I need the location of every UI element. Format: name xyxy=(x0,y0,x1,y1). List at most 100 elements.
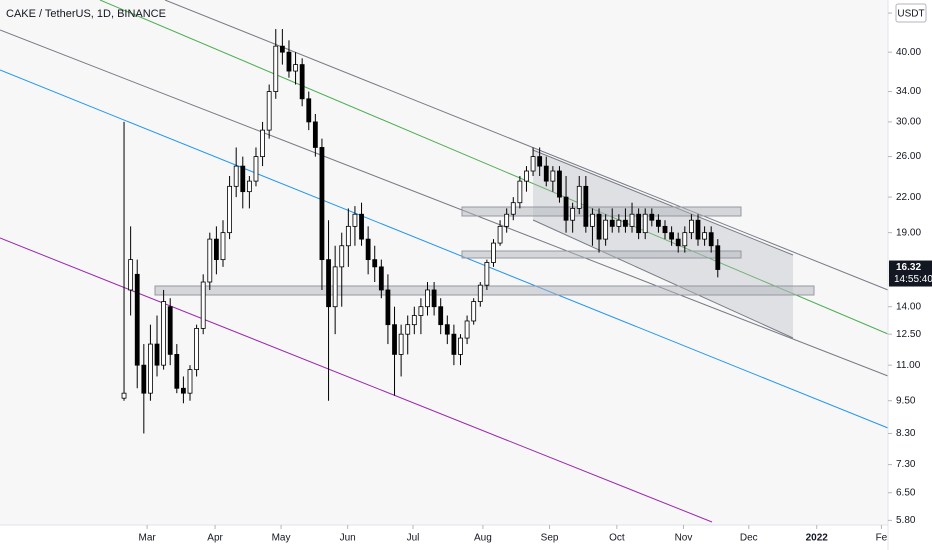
y-tick-label: 12.50 xyxy=(896,329,921,340)
candle-body xyxy=(702,232,707,240)
x-tick-label: Apr xyxy=(207,533,223,544)
candle-body xyxy=(246,180,252,193)
candle-body xyxy=(240,165,246,193)
candle-body xyxy=(273,45,279,92)
candle-body xyxy=(629,213,635,227)
candle-body xyxy=(220,232,226,261)
candle-body xyxy=(451,333,457,355)
candle-body xyxy=(345,225,351,247)
x-tick-label: Fe xyxy=(876,533,888,544)
candle-body xyxy=(174,353,180,389)
candle-body xyxy=(563,196,569,221)
candle-body xyxy=(319,147,325,261)
candle-body xyxy=(154,343,160,366)
y-tick-label: 22.00 xyxy=(896,192,921,203)
x-tick-label: May xyxy=(272,533,291,544)
candle-body xyxy=(444,324,450,335)
candle-body xyxy=(524,170,529,182)
candle-body xyxy=(286,51,292,72)
y-tick-label: 9.50 xyxy=(896,395,916,406)
candle-body xyxy=(418,306,424,316)
candle-body xyxy=(708,232,714,247)
drawings xyxy=(0,0,889,523)
candle-body xyxy=(458,337,463,355)
candle-body xyxy=(642,213,648,234)
candle-body xyxy=(431,289,437,308)
candle-body xyxy=(583,185,589,227)
trend-line xyxy=(0,69,889,429)
y-tick-label: 7.30 xyxy=(896,459,916,470)
x-tick-label: Jun xyxy=(340,533,356,544)
candles xyxy=(121,29,721,434)
candle-body xyxy=(543,165,549,182)
trend-line xyxy=(0,237,713,523)
candle-body xyxy=(695,219,701,240)
candle-body xyxy=(121,392,127,399)
candle-body xyxy=(491,242,496,263)
candle-body xyxy=(365,238,371,261)
candle-body xyxy=(213,238,219,261)
candle-body xyxy=(530,156,536,172)
candle-body xyxy=(299,64,305,100)
currency-badge xyxy=(895,3,927,23)
candle-body xyxy=(378,266,384,291)
candle-body xyxy=(623,219,628,227)
x-tick-label: Oct xyxy=(609,533,625,544)
chart-title: CAKE / TetherUS, 1D, BINANCE xyxy=(6,8,166,20)
candle-body xyxy=(332,266,338,308)
candle-body xyxy=(471,301,477,322)
candle-body xyxy=(662,225,668,234)
axes: 47.0040.0034.0030.0026.0022.0019.0014.00… xyxy=(139,8,922,544)
candle-body xyxy=(128,259,134,291)
candle-body xyxy=(312,121,318,148)
candle-body xyxy=(649,213,655,221)
y-tick-label: 34.00 xyxy=(896,86,921,97)
y-tick-label: 11.00 xyxy=(896,360,921,371)
candle-body xyxy=(603,219,609,240)
candle-body xyxy=(570,207,576,221)
candle-body xyxy=(609,219,615,227)
candle-body xyxy=(636,213,642,234)
candle-body xyxy=(411,315,417,326)
x-tick-label: Nov xyxy=(675,533,693,544)
candle-body xyxy=(477,284,483,302)
candle-body xyxy=(557,170,562,198)
time-axis xyxy=(0,525,888,550)
candle-body xyxy=(306,98,312,123)
zone xyxy=(461,206,742,217)
candle-body xyxy=(253,156,259,182)
candle-body xyxy=(200,281,206,329)
y-tick-label: 6.50 xyxy=(896,487,916,498)
candle-body xyxy=(181,387,186,394)
x-tick-label: Aug xyxy=(474,533,492,544)
y-tick-label: 5.80 xyxy=(896,515,916,526)
candle-body xyxy=(682,232,688,247)
candle-body xyxy=(148,343,153,394)
trend-line xyxy=(164,0,889,291)
channel-edge xyxy=(532,149,794,256)
candle-body xyxy=(141,364,147,394)
candle-body xyxy=(293,64,298,72)
x-tick-label: Dec xyxy=(740,533,758,544)
candle-body xyxy=(359,213,364,240)
candle-body xyxy=(326,259,331,308)
candle-body xyxy=(134,273,140,366)
candle-body xyxy=(688,219,694,234)
last-price-badge xyxy=(889,260,932,287)
trend-line xyxy=(0,29,889,377)
last-price-label: 16.32 xyxy=(896,262,921,273)
candle-body xyxy=(484,262,490,286)
candle-body xyxy=(385,289,391,326)
y-tick-label: 40.00 xyxy=(896,47,921,58)
candle-body xyxy=(590,213,595,227)
candle-body xyxy=(576,185,582,209)
candle-body xyxy=(167,306,173,355)
zone xyxy=(154,285,815,296)
y-tick-label: 30.00 xyxy=(896,117,921,128)
candle-body xyxy=(161,301,167,366)
candle-body xyxy=(497,225,503,244)
candle-body xyxy=(279,45,285,53)
channel-edge xyxy=(532,219,794,339)
